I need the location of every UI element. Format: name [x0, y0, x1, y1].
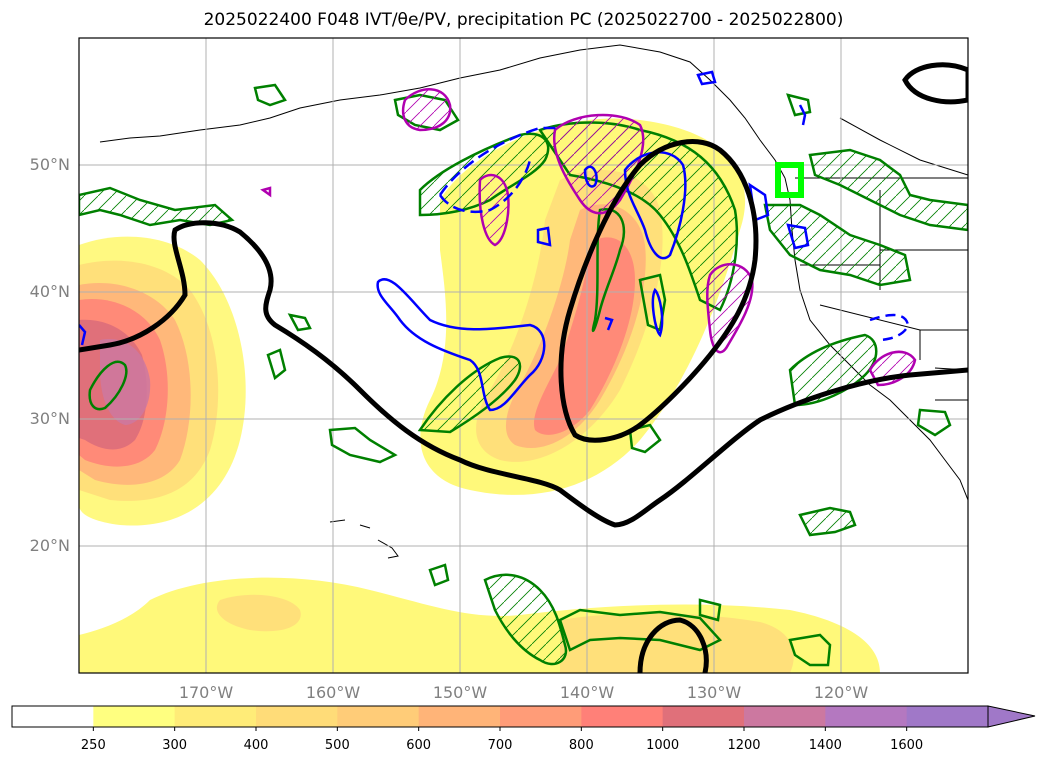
colorbar-cell: [500, 706, 582, 727]
lat-label-50: 50°N: [29, 155, 70, 174]
colorbar-tick-label: 1400: [808, 738, 842, 753]
colorbar-cell: [174, 706, 257, 727]
lon-label-120w: 120°W: [813, 683, 869, 702]
lon-label-160w: 160°W: [305, 683, 361, 702]
colorbar-cell: [825, 706, 908, 727]
lat-label-40: 40°N: [29, 282, 70, 301]
colorbar-cell: [256, 706, 338, 727]
colorbar-tick-label: 600: [406, 738, 432, 753]
colorbar-extend-arrow: [987, 705, 1036, 728]
colorbar-cell: [662, 706, 745, 727]
colorbar-tick-label: 700: [487, 738, 513, 753]
colorbar-cell: [744, 706, 826, 727]
colorbar-cell: [12, 706, 94, 727]
colorbar-tick-label: 500: [324, 738, 350, 753]
colorbar-frame: [11, 705, 989, 728]
map-border: [78, 37, 969, 674]
colorbar-cell: [337, 706, 420, 727]
lat-label-30: 30°N: [29, 409, 70, 428]
colorbar-tick-label: 1200: [727, 738, 761, 753]
ivt-shading-west: [79, 236, 246, 526]
colorbar-cell: [93, 706, 176, 727]
colorbar-tick-label: 400: [243, 738, 269, 753]
target-box: [775, 162, 804, 198]
colorbar-cell: [581, 706, 664, 727]
black-contours: [79, 62, 968, 673]
colorbar-tick-label: 1600: [890, 738, 924, 753]
colorbar-tick-label: 300: [162, 738, 188, 753]
lat-label-20: 20°N: [29, 536, 70, 555]
lon-label-150w: 150°W: [432, 683, 488, 702]
lon-label-140w: 140°W: [559, 683, 615, 702]
colorbar-tick-label: 250: [80, 738, 106, 753]
lon-label-130w: 130°W: [686, 683, 742, 702]
colorbar-tick-label: 800: [568, 738, 594, 753]
page-title: 2025022400 F048 IVT/θe/PV, precipitation…: [203, 10, 844, 30]
colorbar-cell: [906, 706, 989, 727]
colorbar-cell: [418, 706, 501, 727]
lon-label-170w: 170°W: [178, 683, 234, 702]
colorbar: [11, 705, 1036, 731]
colorbar-tick-label: 1000: [646, 738, 680, 753]
